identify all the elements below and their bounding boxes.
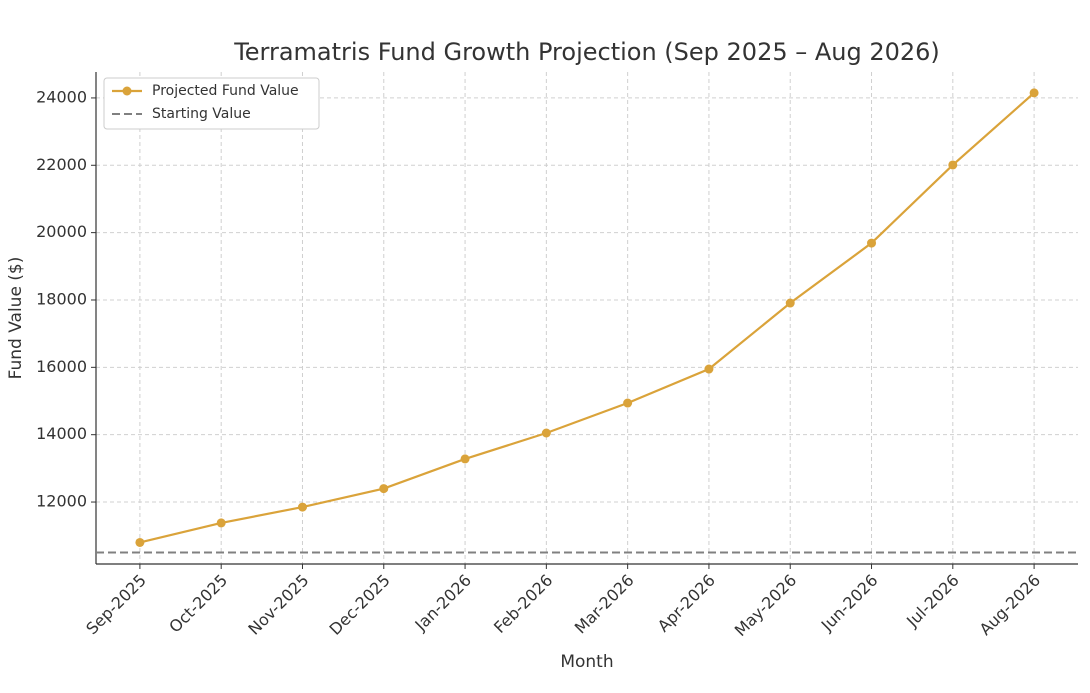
data-point — [948, 160, 958, 170]
y-tick-label: 20000 — [36, 222, 87, 241]
data-point — [867, 238, 877, 248]
y-tick-label: 18000 — [36, 289, 87, 308]
data-point — [1029, 88, 1039, 98]
y-tick-label: 14000 — [36, 424, 87, 443]
y-tick-label: 24000 — [36, 87, 87, 106]
data-point — [379, 484, 389, 494]
x-tick-label: Apr-2026 — [654, 571, 719, 636]
data-point — [704, 364, 714, 374]
legend-label: Starting Value — [152, 106, 251, 122]
data-point — [541, 428, 551, 438]
data-point — [297, 502, 307, 512]
x-axis-label: Month — [560, 652, 613, 672]
data-point — [785, 298, 795, 308]
x-tick-label: Feb-2026 — [490, 571, 556, 637]
x-tick-label: Dec-2025 — [326, 571, 394, 639]
x-tick-label: Jul-2026 — [902, 571, 963, 632]
x-tick-label: Jun-2026 — [817, 571, 882, 636]
x-tick-label: Sep-2025 — [82, 571, 150, 639]
data-line — [139, 92, 1035, 544]
data-point — [460, 454, 470, 464]
y-tick-label: 22000 — [36, 155, 87, 174]
data-point — [135, 537, 145, 547]
x-tick-label: Nov-2025 — [244, 571, 312, 639]
y-axis-label: Fund Value ($) — [6, 257, 26, 380]
legend-label: Projected Fund Value — [152, 83, 299, 99]
x-tick-label: Jan-2026 — [411, 571, 475, 635]
x-tick-label: Aug-2026 — [976, 571, 1044, 639]
x-tick-label: May-2026 — [731, 571, 801, 641]
data-point — [623, 398, 633, 408]
data-point — [216, 518, 226, 528]
y-tick-label: 16000 — [36, 357, 87, 376]
chart-title: Terramatris Fund Growth Projection (Sep … — [233, 38, 940, 66]
legend-swatch — [122, 86, 132, 96]
y-tick-label: 12000 — [36, 492, 87, 511]
legend-box — [103, 77, 320, 130]
x-tick-label: Mar-2026 — [571, 571, 638, 638]
x-tick-label: Oct-2025 — [165, 571, 231, 637]
